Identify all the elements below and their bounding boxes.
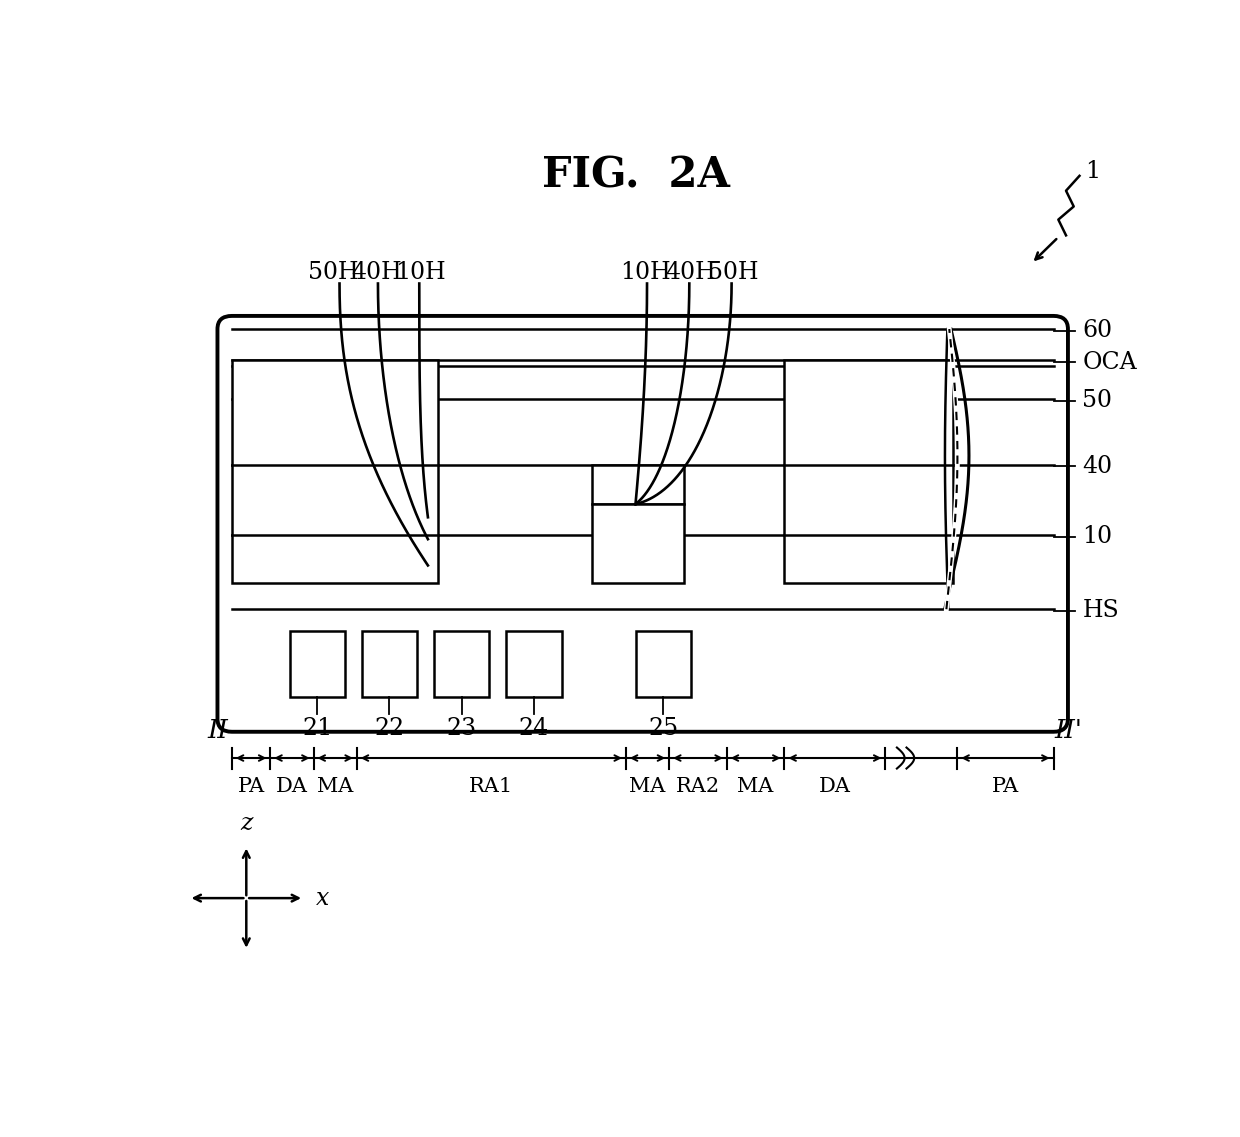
Text: 23: 23: [446, 717, 476, 740]
Bar: [635, 631, 691, 697]
Text: 50: 50: [1083, 389, 1112, 413]
Text: 40: 40: [1083, 455, 1112, 478]
Text: OCA: OCA: [1083, 351, 1137, 374]
Text: RA1: RA1: [469, 778, 513, 796]
Text: 10H: 10H: [620, 260, 671, 283]
Text: DA: DA: [818, 778, 851, 796]
Bar: [232, 359, 439, 583]
Text: MA: MA: [317, 778, 353, 796]
Text: 10: 10: [1083, 525, 1112, 548]
Text: DA: DA: [277, 778, 308, 796]
Text: 21: 21: [303, 717, 332, 740]
Text: x: x: [315, 887, 329, 910]
Text: 25: 25: [649, 717, 678, 740]
Text: II: II: [207, 717, 228, 742]
Text: 60: 60: [1083, 319, 1112, 342]
Text: 1: 1: [1085, 160, 1100, 183]
Text: PA: PA: [238, 778, 264, 796]
Text: PA: PA: [992, 778, 1019, 796]
Text: MA: MA: [738, 778, 774, 796]
Bar: [506, 631, 562, 697]
Bar: [593, 504, 683, 583]
Text: FIG.  2A: FIG. 2A: [542, 155, 729, 197]
Bar: [290, 631, 345, 697]
Bar: [362, 631, 418, 697]
Text: 50H: 50H: [708, 260, 759, 283]
Bar: [785, 359, 952, 583]
Text: 40H: 40H: [665, 260, 715, 283]
Text: z: z: [241, 812, 253, 835]
Text: MA: MA: [630, 778, 666, 796]
Text: HS: HS: [1083, 599, 1120, 622]
Text: 24: 24: [518, 717, 549, 740]
Bar: [593, 465, 683, 504]
Text: RA2: RA2: [676, 778, 720, 796]
Text: II': II': [1054, 717, 1083, 742]
Text: 40H: 40H: [352, 260, 402, 283]
Text: 50H: 50H: [308, 260, 358, 283]
Text: 22: 22: [374, 717, 404, 740]
FancyBboxPatch shape: [217, 316, 1068, 732]
Bar: [434, 631, 490, 697]
Text: 10H: 10H: [394, 260, 445, 283]
